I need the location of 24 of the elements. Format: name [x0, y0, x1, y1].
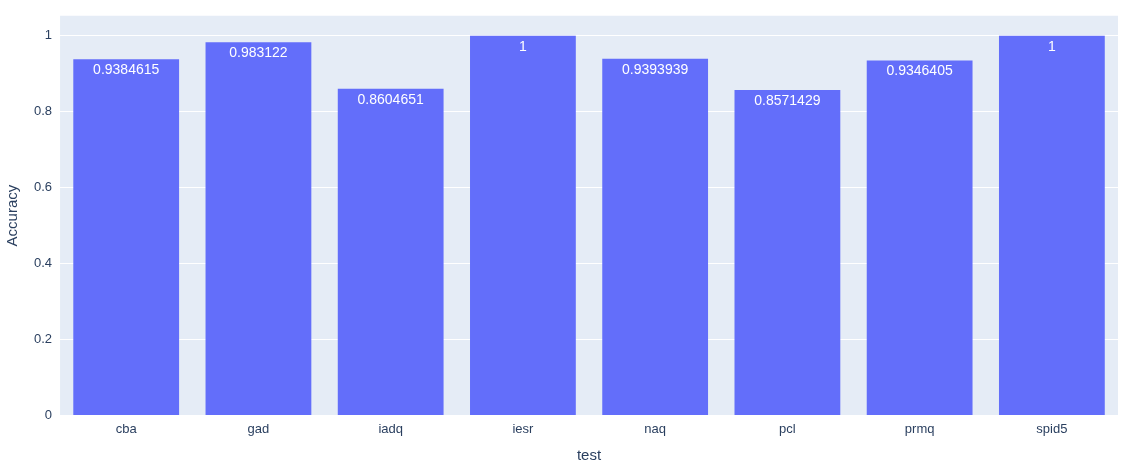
x-tick-label: naq: [644, 420, 667, 436]
y-tick-label: 0.2: [33, 331, 53, 347]
data-label: 0.8604651: [357, 90, 424, 107]
data-label: 0.9393939: [622, 60, 689, 77]
y-tick-label: 0: [44, 406, 53, 422]
data-label: 0.983122: [229, 44, 288, 61]
data-label: 0.8571429: [754, 91, 821, 108]
x-tick-label: cba: [115, 420, 138, 436]
x-axis-title: test: [576, 446, 602, 464]
data-label: 0.9384615: [93, 60, 160, 77]
x-tick-label: iesr: [512, 420, 535, 436]
y-axis-title: Accuracy: [3, 184, 21, 247]
y-tick-label: 0.6: [33, 179, 53, 195]
data-label: 0.9346405: [886, 62, 953, 79]
x-tick-label: prmq: [904, 420, 935, 436]
x-tick-label: spid5: [1036, 420, 1068, 436]
data-label: 1: [519, 37, 528, 54]
data-label: 1: [1047, 37, 1056, 54]
y-tick-label: 0.4: [33, 255, 53, 271]
y-tick-label: 0.8: [33, 103, 53, 119]
x-tick-label: iadq: [378, 420, 403, 436]
x-tick-label: gad: [247, 420, 270, 436]
y-tick-label: 1: [44, 27, 53, 43]
x-tick-label: pcl: [779, 420, 796, 436]
